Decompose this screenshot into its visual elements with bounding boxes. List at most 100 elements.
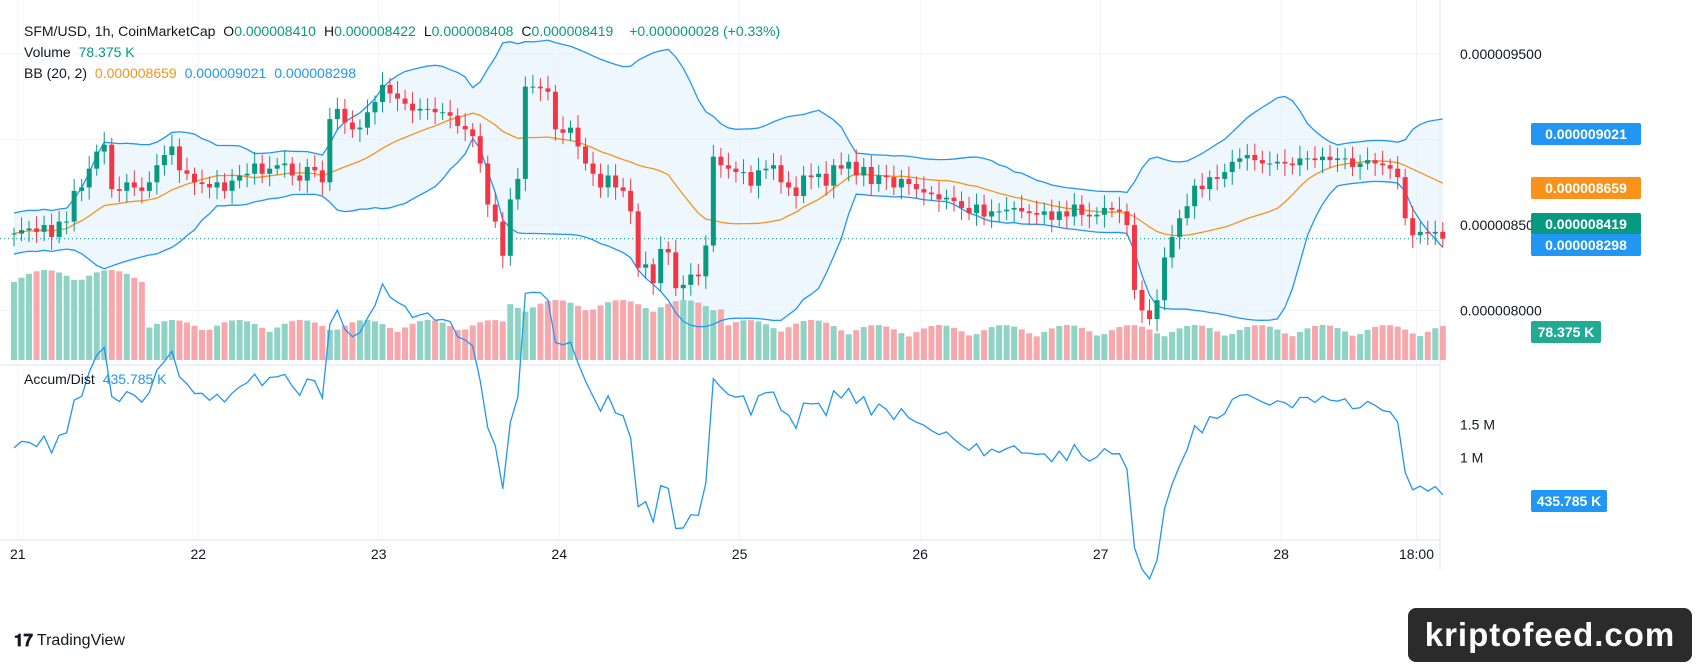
volume-bar bbox=[289, 321, 296, 360]
price-label-bb-upper: 0.000009021 bbox=[1531, 123, 1641, 145]
candle-body bbox=[801, 175, 807, 196]
candle-body bbox=[1131, 225, 1137, 290]
ohlc-value: 0.000008422 bbox=[334, 23, 416, 39]
candle-body bbox=[628, 190, 634, 212]
volume-bar bbox=[695, 302, 702, 360]
time-tick-label: 25 bbox=[732, 546, 748, 562]
candle-body bbox=[695, 274, 701, 277]
candle-body bbox=[763, 168, 769, 171]
ohlc-o: O0.000008410 bbox=[223, 23, 320, 39]
candle-body bbox=[959, 201, 965, 208]
candle-body bbox=[432, 108, 438, 113]
candle-body bbox=[109, 144, 115, 190]
volume-bar bbox=[1229, 334, 1236, 360]
volume-bar bbox=[590, 309, 597, 360]
volume-bar bbox=[304, 320, 311, 360]
volume-bar bbox=[1379, 325, 1386, 360]
volume-title: Volume bbox=[24, 44, 71, 60]
volume-bar bbox=[988, 327, 995, 360]
candle-body bbox=[567, 127, 573, 133]
volume-bar bbox=[905, 336, 912, 360]
candle-body bbox=[605, 175, 611, 188]
candle-body bbox=[861, 166, 867, 176]
candle-body bbox=[846, 161, 852, 169]
candle-body bbox=[688, 274, 694, 285]
volume-bar bbox=[1394, 326, 1401, 360]
volume-value: 78.375 K bbox=[78, 44, 135, 60]
volume-bar bbox=[26, 273, 33, 360]
volume-bar bbox=[176, 320, 183, 360]
candle-body bbox=[1229, 161, 1235, 173]
volume-bar bbox=[1071, 325, 1078, 360]
volume-bar bbox=[48, 270, 55, 360]
volume-bar bbox=[417, 321, 424, 360]
watermark-logo: kriptofeed.com bbox=[1408, 608, 1692, 662]
candle-body bbox=[207, 184, 213, 188]
candle-body bbox=[1395, 168, 1401, 178]
candlesticks bbox=[11, 72, 1446, 332]
volume-bar bbox=[1078, 327, 1085, 360]
candle-body bbox=[643, 264, 649, 268]
volume-bar bbox=[1342, 331, 1349, 360]
volume-bar bbox=[1296, 331, 1303, 360]
volume-bar bbox=[18, 277, 25, 360]
volume-bar bbox=[1274, 329, 1281, 360]
candle-body bbox=[1049, 211, 1055, 220]
volume-bar bbox=[387, 327, 393, 360]
volume-bar bbox=[958, 331, 965, 360]
volume-bar bbox=[665, 303, 672, 360]
price-label-volume: 78.375 K bbox=[1531, 321, 1601, 343]
volume-bar bbox=[221, 322, 228, 360]
candle-body bbox=[131, 182, 137, 188]
volume-bars bbox=[11, 270, 1446, 360]
volume-bar bbox=[424, 320, 431, 360]
brand-label: TradingView bbox=[36, 632, 125, 649]
candle-body bbox=[1289, 163, 1295, 166]
candle-body bbox=[771, 165, 777, 169]
candle-body bbox=[725, 165, 731, 169]
volume-bar bbox=[296, 320, 303, 360]
volume-bar bbox=[1311, 325, 1318, 360]
candle-body bbox=[139, 187, 145, 191]
volume-bar bbox=[56, 272, 63, 360]
volume-legend: Volume 78.375 K bbox=[24, 44, 139, 60]
candle-body bbox=[94, 151, 100, 169]
candle-body bbox=[1169, 236, 1175, 258]
candle-body bbox=[101, 144, 107, 152]
candle-body bbox=[808, 175, 814, 178]
candle-body bbox=[447, 112, 453, 116]
candle-body bbox=[966, 207, 972, 214]
candle-body bbox=[11, 233, 17, 235]
volume-bar bbox=[996, 325, 1003, 360]
time-tick-label: 23 bbox=[371, 546, 387, 562]
candle-body bbox=[778, 165, 784, 183]
candle-body bbox=[1304, 158, 1310, 160]
volume-bar bbox=[507, 304, 514, 360]
volume-bar bbox=[710, 310, 717, 360]
volume-bar bbox=[484, 320, 491, 360]
candle-body bbox=[583, 146, 589, 164]
volume-bar bbox=[1417, 336, 1424, 360]
tradingview-brand[interactable]: 𝟏𝟕 TradingView bbox=[14, 631, 125, 651]
ad-tick-label: 1 M bbox=[1460, 450, 1483, 466]
volume-bar bbox=[1236, 330, 1243, 360]
volume-bar bbox=[1432, 328, 1439, 360]
candle-body bbox=[1214, 177, 1220, 179]
volume-bar bbox=[687, 300, 694, 360]
candle-body bbox=[319, 170, 325, 183]
volume-bar bbox=[529, 307, 536, 360]
volume-bar bbox=[559, 300, 566, 360]
candle-body bbox=[898, 178, 904, 188]
volume-bar bbox=[1199, 325, 1206, 360]
candle-body bbox=[244, 173, 250, 176]
volume-bar bbox=[582, 310, 589, 360]
volume-bar bbox=[1364, 329, 1371, 360]
candle-body bbox=[710, 156, 716, 246]
time-tick-label: 18:00 bbox=[1399, 546, 1434, 562]
candle-body bbox=[673, 252, 679, 289]
volume-bar bbox=[1123, 325, 1130, 360]
volume-bar bbox=[875, 325, 882, 360]
candle-body bbox=[222, 182, 228, 191]
candle-body bbox=[951, 197, 957, 202]
